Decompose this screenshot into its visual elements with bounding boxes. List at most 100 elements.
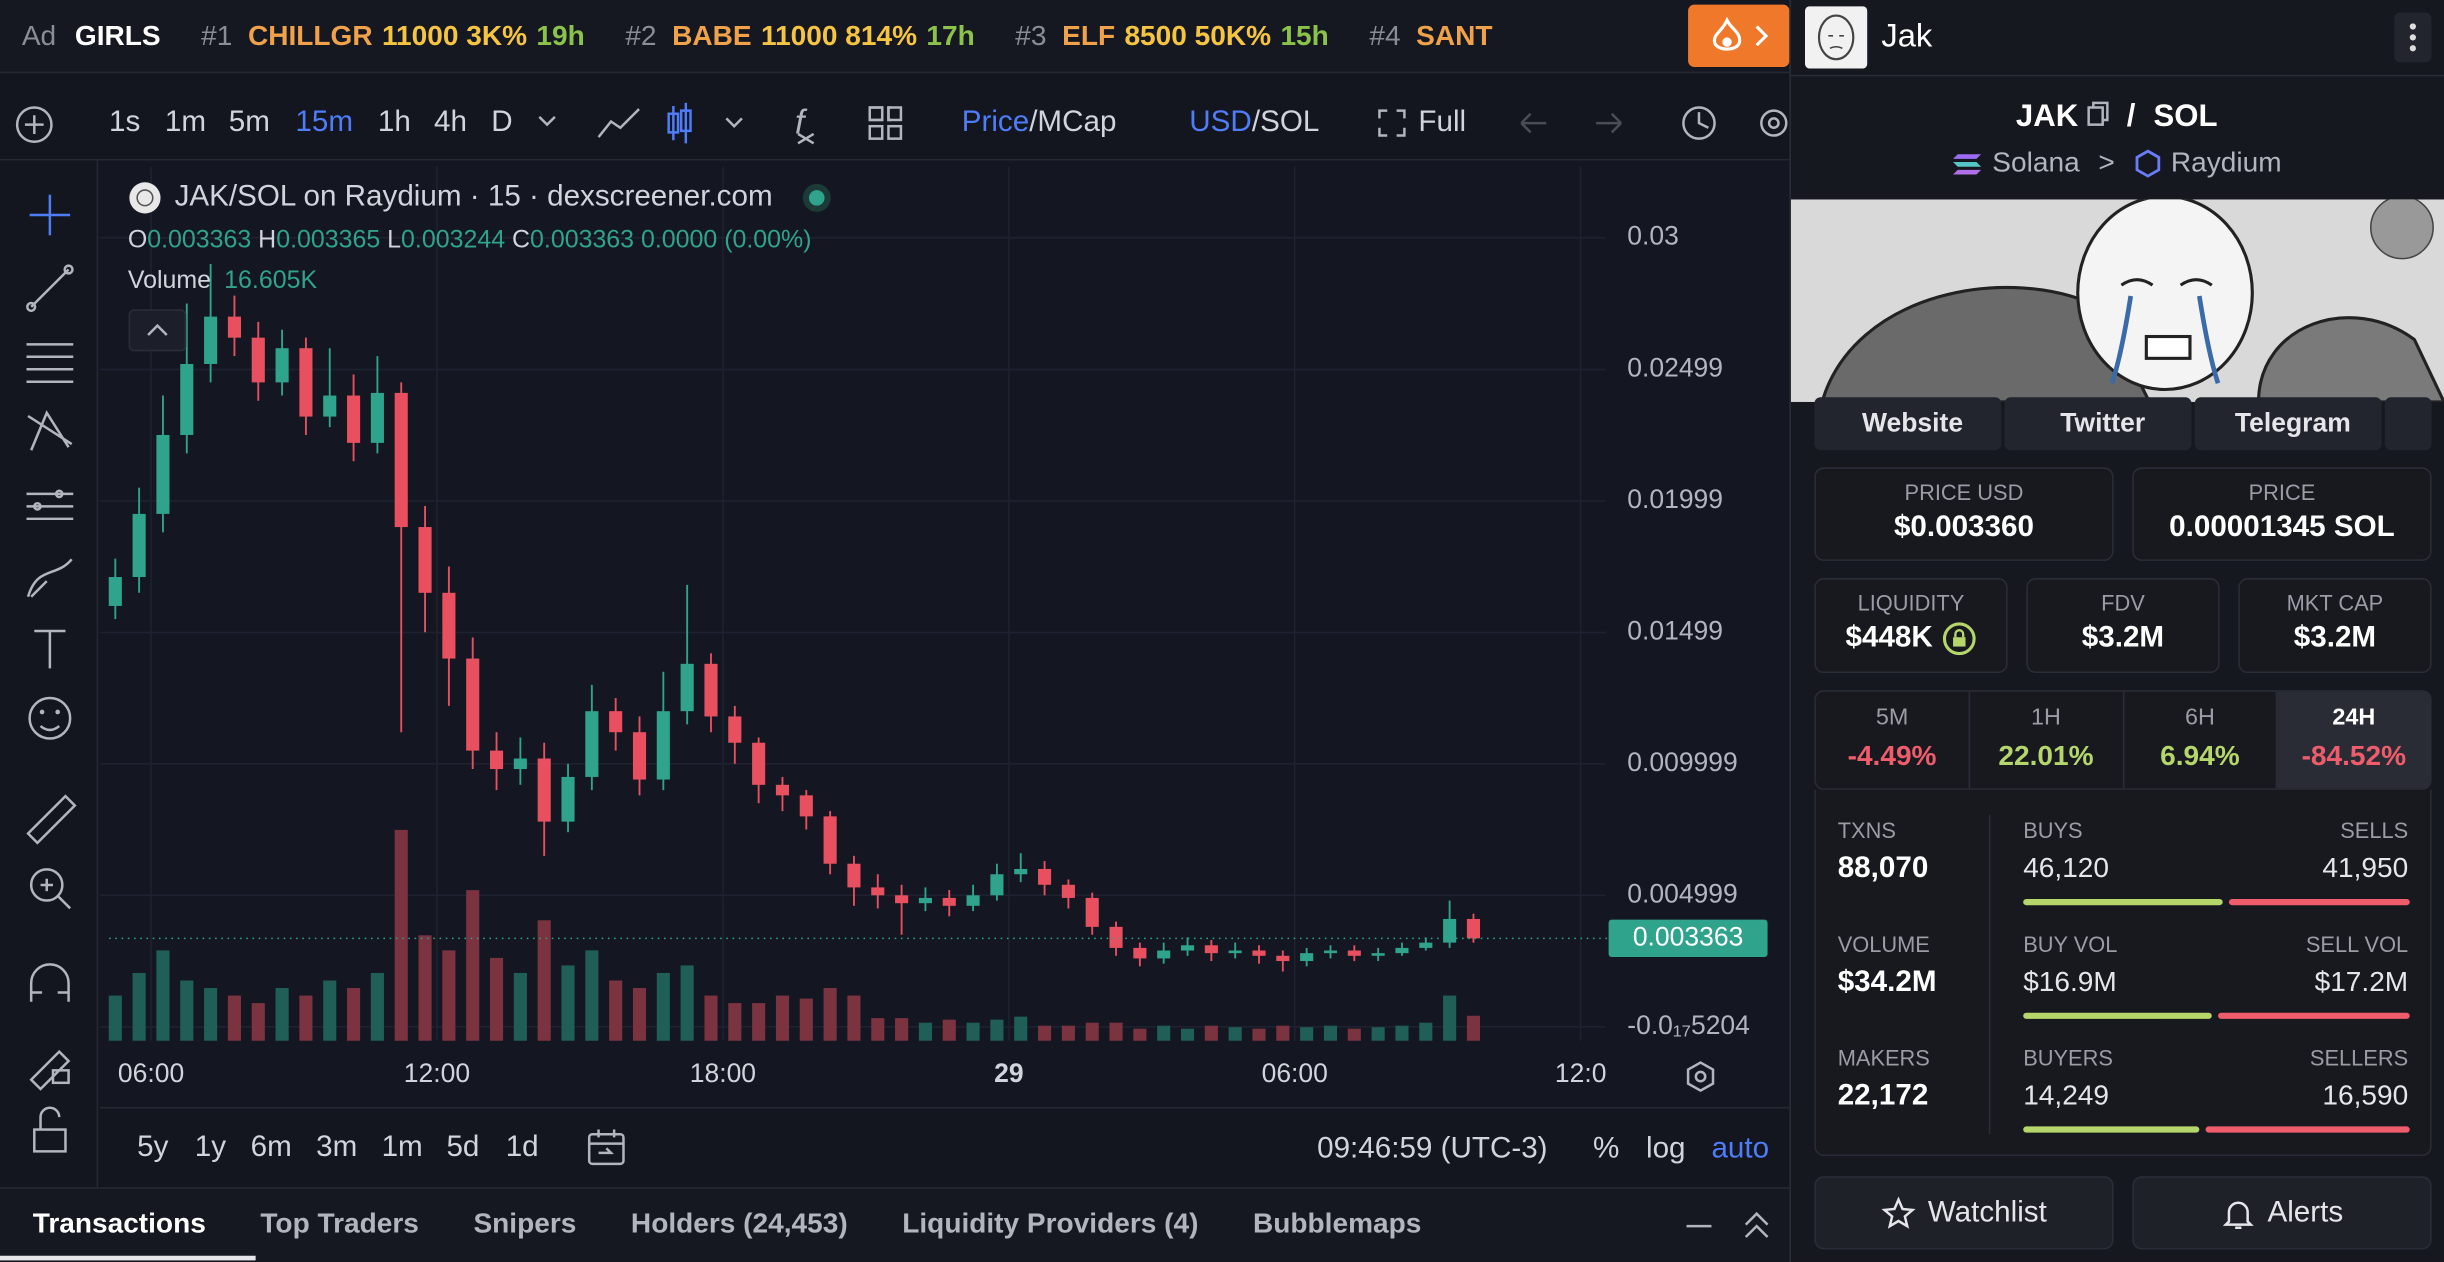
period-button[interactable]: 5d [446, 1131, 480, 1164]
buy-label: BUY VOL [2023, 931, 2118, 957]
tab-active-underline [0, 1255, 256, 1261]
trending-item[interactable]: #3 ELF 8500 50K% 15h [1015, 19, 1329, 52]
volume-bar [990, 1019, 1004, 1041]
candle-body [1252, 950, 1266, 956]
period-button[interactable]: 1m [381, 1131, 423, 1164]
candle-body [227, 316, 241, 338]
last-price-tag [1608, 919, 1768, 958]
trending-button[interactable] [1688, 4, 1790, 67]
interval-button[interactable]: 1s [109, 105, 141, 139]
watchlist-button[interactable]: Watchlist [1814, 1176, 2114, 1250]
candle-body [418, 527, 432, 593]
tab[interactable]: Snipers [463, 1207, 576, 1240]
change-cell[interactable]: 1H 22.01% [1970, 691, 2124, 789]
candle-body [1323, 950, 1338, 954]
dex: Raydium [2170, 146, 2282, 178]
change-cell[interactable]: 5M -4.49% [1816, 691, 1970, 789]
auto-toggle[interactable]: auto [1711, 1132, 1770, 1166]
tool-icons[interactable] [0, 160, 97, 1188]
link-button[interactable]: Telegram [2194, 397, 2382, 451]
volume-bar [752, 1003, 766, 1041]
volume-bar [1204, 1025, 1218, 1041]
volume-bar [1038, 1025, 1052, 1041]
candle-body [1466, 918, 1481, 939]
solana-icon [1953, 153, 1982, 174]
buy-value: $16.9M [2023, 965, 2117, 998]
layout-icon[interactable] [867, 100, 908, 147]
pair-name: Jak [1881, 18, 1933, 55]
x-tick-label: 12:0 [1555, 1058, 1607, 1088]
tab[interactable]: Top Traders [249, 1207, 419, 1240]
tab[interactable]: Liquidity Providers (4) [891, 1207, 1198, 1240]
settings-icon[interactable] [1683, 1059, 1717, 1093]
mcap-option[interactable]: MCap [1037, 105, 1117, 139]
period-button[interactable]: 1d [505, 1131, 539, 1164]
alerts-button[interactable]: Alerts [2132, 1176, 2432, 1250]
log-toggle[interactable]: log [1645, 1132, 1686, 1166]
period-button[interactable]: 1y [194, 1131, 227, 1164]
more-links[interactable] [2384, 397, 2432, 451]
trending-item[interactable]: #1 CHILLGR 11000 3K% 19h [201, 19, 585, 52]
candle-body [132, 513, 146, 578]
volume-value: 16.605K [224, 267, 318, 295]
trending-item[interactable]: #2 BABE 11000 814% 17h [625, 19, 974, 52]
menu-button[interactable] [2394, 12, 2432, 63]
tab[interactable]: Transactions [22, 1207, 206, 1240]
dropdown-icon[interactable] [535, 112, 560, 131]
volume-bar [1228, 1027, 1242, 1041]
link-button[interactable]: Twitter [2004, 397, 2192, 451]
link-button[interactable]: Website [1814, 397, 2002, 451]
y-tick-label: 0.004999 [1627, 878, 1737, 908]
candle-body [370, 392, 384, 443]
add-icon[interactable] [12, 103, 56, 147]
price-option[interactable]: Price [961, 105, 1030, 139]
chevron [1754, 25, 1768, 47]
interval-button[interactable]: 5m [228, 105, 270, 139]
card-label: PRICE [2248, 479, 2316, 505]
usd-option[interactable]: USD [1189, 105, 1252, 139]
link-label: Twitter [2060, 408, 2146, 438]
tab[interactable]: Holders (24,453) [620, 1207, 848, 1240]
tools-sidebar [0, 160, 99, 1189]
fullscreen-button[interactable]: Full [1378, 106, 1466, 140]
collapse-legend[interactable] [128, 308, 187, 352]
volume-bar [585, 950, 599, 1041]
price-mcap-toggle[interactable]: Price/MCap [962, 106, 1117, 140]
period-button[interactable]: 5y [137, 1131, 169, 1164]
sell-label: SELLS [2340, 817, 2409, 843]
candle-body [680, 663, 694, 712]
candle-body [1347, 950, 1361, 956]
interval-button[interactable]: 1m [164, 105, 207, 139]
volume-bar [1323, 1025, 1338, 1041]
stat-label: MAKERS [1837, 1045, 1930, 1071]
percent-toggle[interactable]: % [1592, 1132, 1620, 1166]
sell-ratio-bar [2228, 898, 2410, 906]
sol-option[interactable]: SOL [1260, 105, 1320, 139]
copy-icon[interactable] [2087, 101, 2109, 126]
calendar-icon[interactable] [586, 1128, 627, 1169]
buy-ratio-bar [2023, 1012, 2212, 1019]
candle-body [752, 742, 766, 785]
sell-value: 16,590 [2322, 1079, 2409, 1111]
x-tick-label: 12:00 [404, 1058, 470, 1088]
interval-button[interactable]: 4h [433, 105, 467, 139]
change-cell[interactable]: 6H 6.94% [2124, 691, 2278, 789]
panel-controls[interactable] [1680, 1206, 1777, 1247]
candle-body [1109, 926, 1123, 948]
tab[interactable]: Bubblemaps [1242, 1207, 1421, 1240]
ohlc-legend: O0.003363 H0.003365 L0.003244 C0.003363 … [128, 227, 812, 255]
period-button[interactable]: 3m [316, 1131, 358, 1164]
y-tick-label: 0.01499 [1627, 616, 1723, 646]
rank: #1 [201, 19, 233, 51]
volume-bar [609, 980, 623, 1041]
candle-body [394, 392, 408, 528]
change-cell[interactable]: 24H -84.52% [2277, 691, 2431, 789]
interval-button[interactable]: 15m [295, 105, 354, 139]
interval-button[interactable]: D [491, 105, 513, 139]
currency-toggle[interactable]: USD/SOL [1189, 106, 1319, 140]
interval-button[interactable]: 1h [377, 105, 411, 139]
liquidity-card: LIQUIDITY $448K [1814, 578, 2008, 674]
trending-item[interactable]: #4 SANT [1369, 19, 1492, 52]
period-button[interactable]: 6m [250, 1131, 292, 1164]
